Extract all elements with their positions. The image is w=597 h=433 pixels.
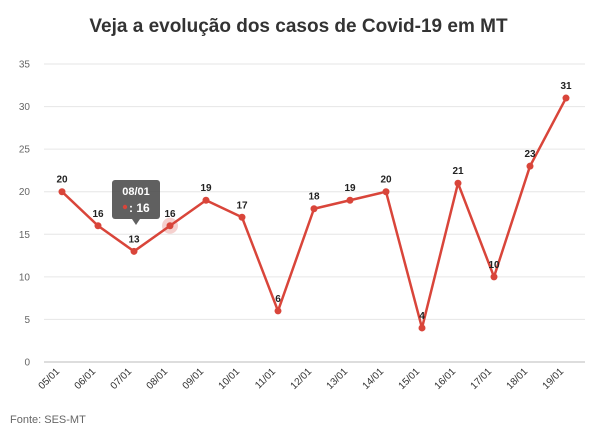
- y-tick-label: 25: [19, 145, 31, 156]
- y-tick-label: 15: [19, 230, 31, 241]
- x-tick-label: 19/01: [541, 366, 567, 392]
- data-point: [58, 188, 66, 196]
- data-label: 20: [56, 175, 68, 186]
- data-label: 31: [560, 81, 572, 92]
- data-label: 13: [128, 234, 140, 245]
- x-tick-label: 14/01: [361, 366, 387, 392]
- x-tick-label: 05/01: [37, 366, 63, 392]
- data-point: [94, 222, 102, 230]
- data-label: 19: [200, 183, 212, 194]
- data-point: [454, 179, 462, 187]
- data-label: 20: [380, 175, 392, 186]
- x-tick-label: 16/01: [433, 366, 459, 392]
- y-axis-ticks: 0 5 10 15 20 25 30 35: [19, 60, 31, 369]
- x-tick-label: 12/01: [289, 366, 315, 392]
- x-axis-ticks: 05/01 06/01 07/01 08/01 09/01 10/01 11/01 12/01…: [37, 366, 567, 392]
- x-tick-label: 15/01: [397, 366, 423, 392]
- data-point: [490, 273, 498, 281]
- data-point: [418, 324, 426, 332]
- data-label: 6: [275, 294, 281, 305]
- data-point: [166, 222, 174, 230]
- data-label: 17: [236, 200, 248, 211]
- data-labels: 20 16 13 16 19 17 6 18 19 20 4 21 10 23 31: [56, 81, 572, 322]
- x-tick-label: 10/01: [217, 366, 243, 392]
- x-tick-label: 07/01: [109, 366, 135, 392]
- data-point: [526, 162, 534, 170]
- x-tick-label: 09/01: [181, 366, 207, 392]
- y-tick-label: 20: [19, 187, 31, 198]
- data-label: 23: [524, 149, 536, 160]
- tooltip-box: [112, 180, 160, 219]
- data-label: 16: [92, 209, 104, 220]
- data-point: [562, 94, 570, 102]
- tooltip-title: 08/01: [122, 186, 150, 198]
- tooltip-pointer: [132, 219, 140, 225]
- data-label: 10: [488, 260, 500, 271]
- data-points: [58, 94, 570, 332]
- tooltip-value: : 16: [129, 201, 150, 215]
- y-tick-label: 10: [19, 272, 31, 283]
- y-tick-label: 30: [19, 102, 31, 113]
- data-point: [274, 307, 282, 315]
- tooltip: 08/01 : 16: [112, 180, 160, 225]
- x-tick-label: 08/01: [145, 366, 171, 392]
- x-tick-label: 17/01: [469, 366, 495, 392]
- data-point: [238, 213, 246, 221]
- data-label: 18: [308, 192, 320, 203]
- data-point: [346, 196, 354, 204]
- data-label: 19: [344, 183, 356, 194]
- data-label: 4: [419, 311, 425, 322]
- data-label: 21: [452, 166, 464, 177]
- data-point: [382, 188, 390, 196]
- data-label: 16: [164, 209, 176, 220]
- data-point: [310, 205, 318, 213]
- source-note: Fonte: SES-MT: [10, 414, 86, 426]
- tooltip-marker: [122, 204, 128, 210]
- x-tick-label: 18/01: [505, 366, 531, 392]
- x-tick-label: 13/01: [325, 366, 351, 392]
- x-tick-label: 11/01: [253, 366, 278, 391]
- chart-title: Veja a evolução dos casos de Covid-19 em…: [89, 16, 508, 37]
- data-point: [202, 196, 210, 204]
- y-tick-label: 5: [24, 315, 30, 326]
- data-point: [130, 247, 138, 255]
- x-tick-label: 06/01: [73, 366, 99, 392]
- y-tick-label: 0: [24, 358, 30, 369]
- y-tick-label: 35: [19, 60, 31, 71]
